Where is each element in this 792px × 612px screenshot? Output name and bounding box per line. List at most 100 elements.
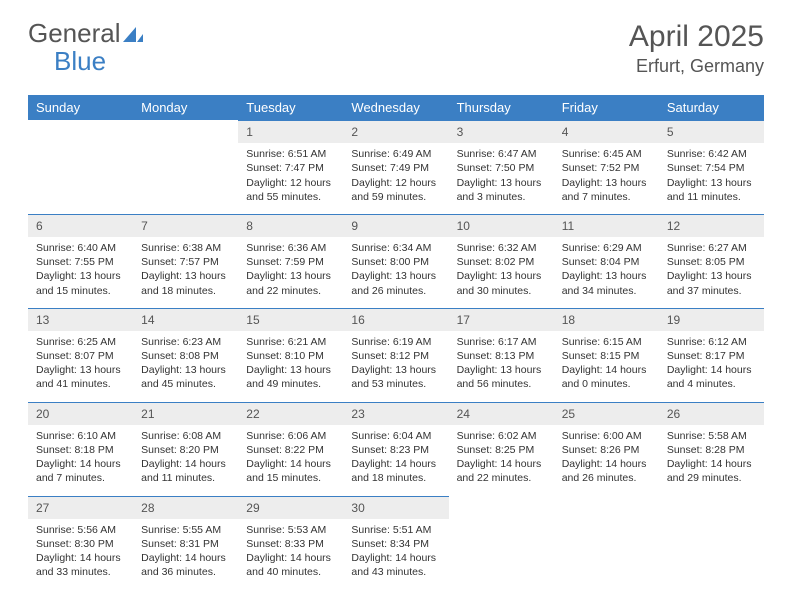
sunrise-line: Sunrise: 6:34 AM (351, 241, 440, 255)
day-details: Sunrise: 6:25 AMSunset: 8:07 PMDaylight:… (28, 331, 133, 402)
daylight-line: Daylight: 14 hours and 43 minutes. (351, 551, 440, 579)
sunrise-line: Sunrise: 6:47 AM (457, 147, 546, 161)
day-details: Sunrise: 6:02 AMSunset: 8:25 PMDaylight:… (449, 425, 554, 496)
sunset-line: Sunset: 8:33 PM (246, 537, 335, 551)
calendar-week-row: 27Sunrise: 5:56 AMSunset: 8:30 PMDayligh… (28, 496, 764, 590)
day-details: Sunrise: 6:04 AMSunset: 8:23 PMDaylight:… (343, 425, 448, 496)
day-details: Sunrise: 5:53 AMSunset: 8:33 PMDaylight:… (238, 519, 343, 590)
sunrise-line: Sunrise: 6:45 AM (562, 147, 651, 161)
calendar-week-row: 6Sunrise: 6:40 AMSunset: 7:55 PMDaylight… (28, 214, 764, 308)
day-details: Sunrise: 6:19 AMSunset: 8:12 PMDaylight:… (343, 331, 448, 402)
sunset-line: Sunset: 8:22 PM (246, 443, 335, 457)
daylight-line: Daylight: 13 hours and 15 minutes. (36, 269, 125, 297)
calendar-day-cell: 14Sunrise: 6:23 AMSunset: 8:08 PMDayligh… (133, 308, 238, 402)
calendar-day-cell: 5Sunrise: 6:42 AMSunset: 7:54 PMDaylight… (659, 120, 764, 214)
sunset-line: Sunset: 7:54 PM (667, 161, 756, 175)
sunrise-line: Sunrise: 6:38 AM (141, 241, 230, 255)
sunset-line: Sunset: 8:30 PM (36, 537, 125, 551)
sunset-line: Sunset: 8:08 PM (141, 349, 230, 363)
daylight-line: Daylight: 13 hours and 3 minutes. (457, 176, 546, 204)
day-details: Sunrise: 6:34 AMSunset: 8:00 PMDaylight:… (343, 237, 448, 308)
sunrise-line: Sunrise: 6:42 AM (667, 147, 756, 161)
day-details: Sunrise: 6:38 AMSunset: 7:57 PMDaylight:… (133, 237, 238, 308)
day-details: Sunrise: 6:45 AMSunset: 7:52 PMDaylight:… (554, 143, 659, 214)
daylight-line: Daylight: 13 hours and 34 minutes. (562, 269, 651, 297)
sunrise-line: Sunrise: 6:12 AM (667, 335, 756, 349)
day-details: Sunrise: 6:42 AMSunset: 7:54 PMDaylight:… (659, 143, 764, 214)
day-number: 6 (28, 214, 133, 237)
sunrise-line: Sunrise: 6:19 AM (351, 335, 440, 349)
calendar-day-cell: 23Sunrise: 6:04 AMSunset: 8:23 PMDayligh… (343, 402, 448, 496)
calendar-day-cell (449, 496, 554, 590)
calendar-day-cell: 28Sunrise: 5:55 AMSunset: 8:31 PMDayligh… (133, 496, 238, 590)
sunrise-line: Sunrise: 6:32 AM (457, 241, 546, 255)
sunrise-line: Sunrise: 5:55 AM (141, 523, 230, 537)
calendar-day-cell: 15Sunrise: 6:21 AMSunset: 8:10 PMDayligh… (238, 308, 343, 402)
sunrise-line: Sunrise: 5:58 AM (667, 429, 756, 443)
day-number: 3 (449, 120, 554, 143)
calendar-day-cell: 20Sunrise: 6:10 AMSunset: 8:18 PMDayligh… (28, 402, 133, 496)
sunset-line: Sunset: 8:34 PM (351, 537, 440, 551)
sunset-line: Sunset: 8:15 PM (562, 349, 651, 363)
sunset-line: Sunset: 8:10 PM (246, 349, 335, 363)
day-number: 4 (554, 120, 659, 143)
day-number: 16 (343, 308, 448, 331)
sunset-line: Sunset: 8:04 PM (562, 255, 651, 269)
day-number: 7 (133, 214, 238, 237)
day-details: Sunrise: 6:36 AMSunset: 7:59 PMDaylight:… (238, 237, 343, 308)
calendar-day-cell: 25Sunrise: 6:00 AMSunset: 8:26 PMDayligh… (554, 402, 659, 496)
sunset-line: Sunset: 8:25 PM (457, 443, 546, 457)
weekday-header: Tuesday (238, 95, 343, 120)
sunrise-line: Sunrise: 6:49 AM (351, 147, 440, 161)
day-details: Sunrise: 6:47 AMSunset: 7:50 PMDaylight:… (449, 143, 554, 214)
weekday-header-row: SundayMondayTuesdayWednesdayThursdayFrid… (28, 95, 764, 120)
daylight-line: Daylight: 14 hours and 26 minutes. (562, 457, 651, 485)
calendar-day-cell: 6 Sunrise: 6:40 AMSunset: 7:55 PMDaylight… (28, 214, 133, 308)
weekday-header: Wednesday (343, 95, 448, 120)
daylight-line: Daylight: 13 hours and 18 minutes. (141, 269, 230, 297)
weekday-header: Thursday (449, 95, 554, 120)
sunrise-line: Sunrise: 6:23 AM (141, 335, 230, 349)
sunset-line: Sunset: 8:23 PM (351, 443, 440, 457)
calendar-day-cell: 8Sunrise: 6:36 AMSunset: 7:59 PMDaylight… (238, 214, 343, 308)
calendar-day-cell: 30Sunrise: 5:51 AMSunset: 8:34 PMDayligh… (343, 496, 448, 590)
day-details: Sunrise: 5:58 AMSunset: 8:28 PMDaylight:… (659, 425, 764, 496)
day-number: 1 (238, 120, 343, 143)
sunrise-line: Sunrise: 6:40 AM (36, 241, 125, 255)
calendar-week-row: 20Sunrise: 6:10 AMSunset: 8:18 PMDayligh… (28, 402, 764, 496)
sunset-line: Sunset: 8:12 PM (351, 349, 440, 363)
sunrise-line: Sunrise: 6:02 AM (457, 429, 546, 443)
daylight-line: Daylight: 12 hours and 55 minutes. (246, 176, 335, 204)
calendar-day-cell: 17Sunrise: 6:17 AMSunset: 8:13 PMDayligh… (449, 308, 554, 402)
day-number: 25 (554, 402, 659, 425)
daylight-line: Daylight: 13 hours and 22 minutes. (246, 269, 335, 297)
day-details: Sunrise: 6:21 AMSunset: 8:10 PMDaylight:… (238, 331, 343, 402)
day-number: 20 (28, 402, 133, 425)
calendar-day-cell: 9Sunrise: 6:34 AMSunset: 8:00 PMDaylight… (343, 214, 448, 308)
calendar-day-cell: 2Sunrise: 6:49 AMSunset: 7:49 PMDaylight… (343, 120, 448, 214)
daylight-line: Daylight: 14 hours and 40 minutes. (246, 551, 335, 579)
logo: GeneralBlue (28, 20, 145, 74)
day-number: 24 (449, 402, 554, 425)
daylight-line: Daylight: 14 hours and 29 minutes. (667, 457, 756, 485)
day-details: Sunrise: 6:12 AMSunset: 8:17 PMDaylight:… (659, 331, 764, 402)
sunset-line: Sunset: 8:28 PM (667, 443, 756, 457)
daylight-line: Daylight: 14 hours and 11 minutes. (141, 457, 230, 485)
sunrise-line: Sunrise: 6:25 AM (36, 335, 125, 349)
sunset-line: Sunset: 7:55 PM (36, 255, 125, 269)
day-details: Sunrise: 6:27 AMSunset: 8:05 PMDaylight:… (659, 237, 764, 308)
daylight-line: Daylight: 14 hours and 4 minutes. (667, 363, 756, 391)
day-number: 19 (659, 308, 764, 331)
day-number: 9 (343, 214, 448, 237)
calendar-day-cell: 29Sunrise: 5:53 AMSunset: 8:33 PMDayligh… (238, 496, 343, 590)
calendar-day-cell: 11Sunrise: 6:29 AMSunset: 8:04 PMDayligh… (554, 214, 659, 308)
day-details: Sunrise: 6:49 AMSunset: 7:49 PMDaylight:… (343, 143, 448, 214)
daylight-line: Daylight: 14 hours and 22 minutes. (457, 457, 546, 485)
day-details: Sunrise: 6:10 AMSunset: 8:18 PMDaylight:… (28, 425, 133, 496)
sunrise-line: Sunrise: 6:08 AM (141, 429, 230, 443)
logo-text-general: General (28, 18, 121, 48)
logo-sail-icon (123, 22, 145, 48)
day-details: Sunrise: 5:56 AMSunset: 8:30 PMDaylight:… (28, 519, 133, 590)
day-number: 8 (238, 214, 343, 237)
title-block: April 2025 Erfurt, Germany (629, 20, 764, 77)
